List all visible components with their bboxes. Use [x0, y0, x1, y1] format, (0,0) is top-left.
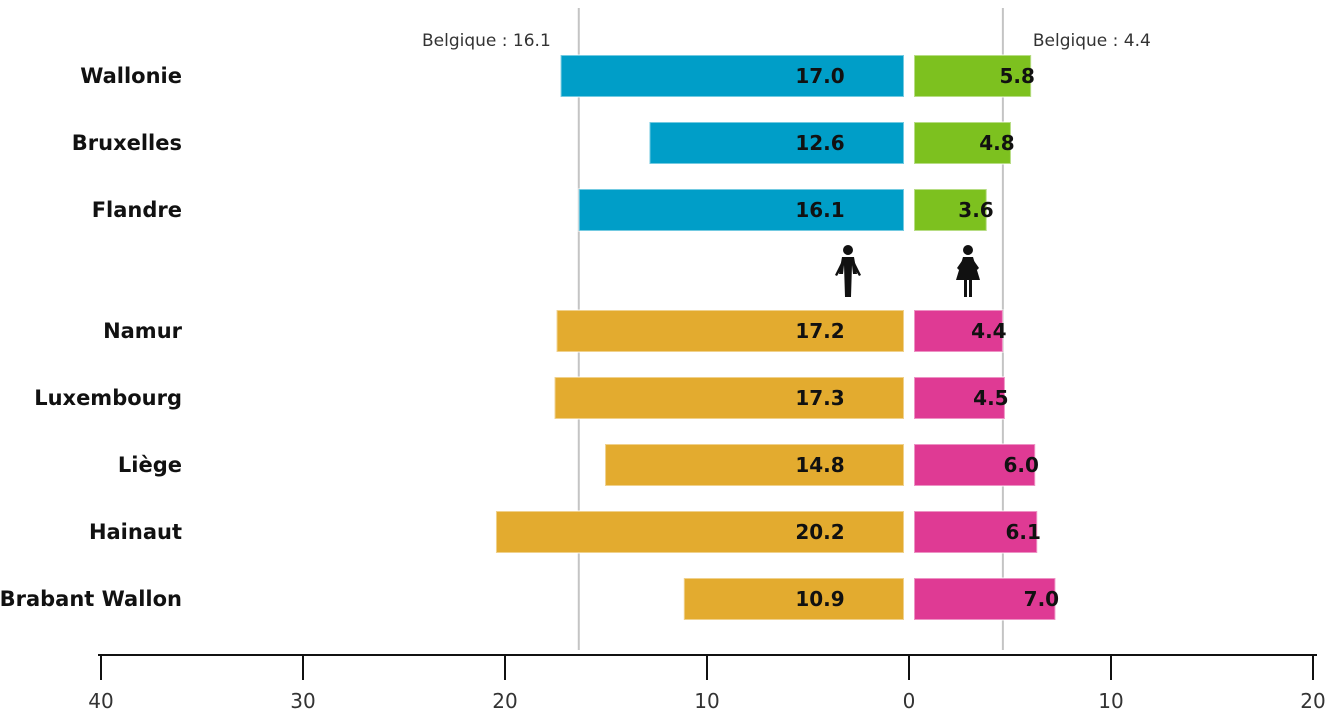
bar-left — [648, 121, 905, 165]
female-figure-icon — [956, 245, 980, 297]
value-label-left: 10.9 — [795, 587, 844, 611]
category-label: Flandre — [92, 198, 182, 222]
bar-left — [555, 309, 905, 353]
bar-right — [913, 376, 1006, 420]
category-label: Luxembourg — [34, 386, 182, 410]
x-tick-label: 20 — [1300, 689, 1325, 713]
gender-icons — [835, 245, 980, 297]
value-label-left: 17.0 — [795, 64, 844, 88]
value-label-right: 5.8 — [999, 64, 1034, 88]
value-label-right: 4.4 — [971, 319, 1006, 343]
bar-right — [913, 443, 1037, 487]
value-label-right: 6.0 — [1003, 453, 1038, 477]
bar-right — [913, 309, 1004, 353]
bar-left — [604, 443, 905, 487]
x-tick-label: 20 — [492, 689, 517, 713]
x-tick-label: 10 — [694, 689, 719, 713]
value-label-left: 17.2 — [795, 319, 844, 343]
category-label: Brabant Wallon — [0, 587, 182, 611]
value-label-left: 16.1 — [795, 198, 844, 222]
x-tick-label: 10 — [1098, 689, 1123, 713]
value-label-left: 14.8 — [795, 453, 844, 477]
reference-label-left: Belgique : 16.1 — [422, 31, 551, 51]
bar-right — [913, 510, 1039, 554]
bar-right — [913, 577, 1057, 621]
bar-right — [913, 188, 988, 232]
value-label-left: 12.6 — [795, 131, 844, 155]
bars — [494, 54, 1057, 621]
bar-right — [913, 121, 1012, 165]
value-label-right: 4.8 — [979, 131, 1014, 155]
value-label-right: 3.6 — [958, 198, 993, 222]
bar-right — [913, 54, 1033, 98]
category-label: Liège — [118, 453, 182, 477]
category-label: Bruxelles — [72, 131, 182, 155]
x-axis: 40 30 20 10 0 10 20 — [88, 654, 1326, 713]
value-label-left: 20.2 — [795, 520, 844, 544]
labels: Wallonie 17.0 5.8 Bruxelles 12.6 4.8 Flandre 16… — [0, 64, 1059, 611]
x-tick-label: 40 — [88, 689, 113, 713]
value-label-right: 4.5 — [973, 386, 1008, 410]
bar-left — [682, 577, 905, 621]
category-label: Namur — [103, 319, 183, 343]
value-label-right: 6.1 — [1006, 520, 1041, 544]
category-label: Wallonie — [80, 64, 182, 88]
x-tick-label: 0 — [903, 689, 916, 713]
bar-left — [494, 510, 905, 554]
bar-left — [577, 188, 906, 232]
bar-left — [553, 376, 905, 420]
male-figure-icon — [835, 245, 861, 297]
bar-left — [559, 54, 905, 98]
category-label: Hainaut — [89, 520, 182, 544]
reference-label-right: Belgique : 4.4 — [1033, 31, 1151, 51]
x-tick-label: 30 — [290, 689, 315, 713]
value-label-right: 7.0 — [1024, 587, 1059, 611]
value-label-left: 17.3 — [795, 386, 844, 410]
